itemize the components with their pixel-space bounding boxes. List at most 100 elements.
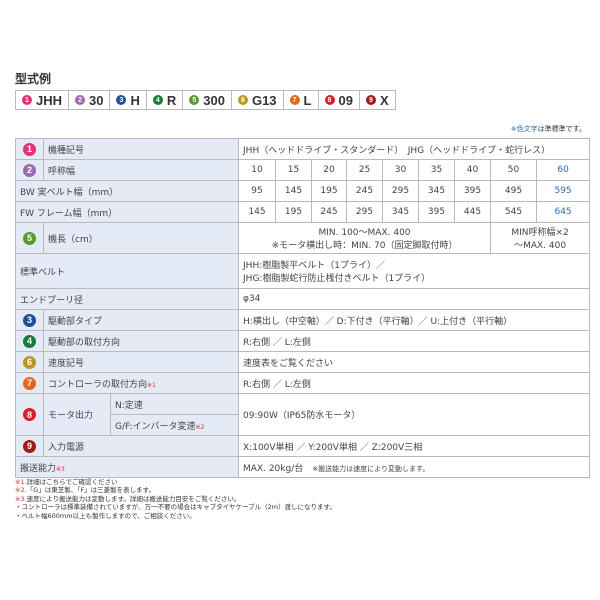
value-cell: 295: [346, 201, 384, 223]
number-7-icon: 7: [289, 95, 300, 105]
value-cell: 35: [418, 159, 456, 181]
model-code: 300: [203, 92, 225, 108]
value-cell: 145: [275, 180, 313, 202]
footnote[interactable]: ※1.詳細はこちらでご確認ください: [15, 478, 118, 486]
value: MIN呼称幅×2 ～MAX. 400: [490, 222, 591, 254]
spec-table: 1 機種記号 JHH（ヘッドドライブ・スタンダード） JHG（ヘッドドライブ・蛇行レ…: [14, 138, 591, 478]
number-6-icon: 6: [23, 355, 36, 369]
value-cell: 395: [418, 201, 456, 223]
number-4-icon: 4: [152, 95, 163, 105]
model-code: X: [379, 92, 389, 108]
row-end-pulley: エンドプーリ径 φ34: [14, 288, 591, 310]
row-power: 9 入力電源 X:100V単相 ／ Y:200V単相 ／ Z:200V三相: [15, 435, 591, 457]
value-cell: 345: [382, 201, 420, 223]
number-1-icon: 1: [22, 95, 32, 105]
label: 呼称幅: [42, 159, 240, 181]
label: モータ出力: [43, 393, 111, 436]
value-cell: 95: [238, 180, 277, 202]
row-capacity: 搬送能力※3 MAX. 20kg/台 ※搬送能力は速度により変動します。: [14, 456, 591, 478]
label: 駆動部タイプ: [42, 309, 240, 331]
value: φ34: [238, 288, 591, 310]
model-code: L: [303, 92, 312, 108]
row-frame-width: FW フレーム幅（mm） 145 195 245 295 345 395 445 545 645: [14, 201, 591, 223]
value-cell: 495: [490, 180, 538, 202]
model-code: R: [166, 92, 177, 108]
model-code: G13: [251, 92, 277, 108]
label: 入力電源: [42, 435, 240, 457]
footnote: ※3.速度により搬送能力は変動します。詳細は搬送能力目安をご覧ください。: [15, 494, 241, 503]
row-controller-direction: 7 コントローラの取付方向※1 R:右側 ／ L:左側: [15, 372, 591, 394]
value-cell: 195: [275, 201, 313, 223]
value-cell: 195: [311, 180, 348, 202]
label: 速度記号: [42, 351, 240, 373]
page-title: 型式例: [15, 72, 52, 86]
value-cell: 245: [346, 180, 384, 202]
value: JHH（ヘッドドライブ・スタンダード） JHG（ヘッドドライブ・蛇行レス）: [238, 138, 591, 160]
value: MAX. 20kg/台 ※搬送能力は速度により変動します。: [238, 456, 591, 478]
row-model-code: 1 機種記号 JHH（ヘッドドライブ・スタンダード） JHG（ヘッドドライブ・蛇行レ…: [15, 138, 591, 160]
model-part: 2 30: [69, 91, 111, 109]
value-cell: 445: [454, 201, 492, 223]
standard-note: ※色文字は準標準です。: [511, 124, 586, 134]
model-example: 1 JHH 2 30 3 H 4 R 5 300 6 G13 7 L 8 09 9 X: [15, 90, 396, 110]
label: BW 実ベルト幅（mm）: [14, 180, 240, 202]
value-cell: 245: [311, 201, 348, 223]
value-cell: 50: [490, 159, 538, 181]
label: 搬送能力※3: [14, 456, 240, 478]
number-8-icon: 8: [324, 95, 335, 105]
row-motor-output: 8 モータ出力 N:定速 09:90W（IP65防水モータ）: [15, 393, 591, 436]
number-2-icon: 2: [75, 95, 86, 105]
row-standard-belt: 標準ベルト JHH:樹脂製平ベルト（1プライ）／ JHG:樹脂製蛇行防止桟付きベルト…: [14, 253, 591, 289]
value-cell: 395: [454, 180, 492, 202]
label: エンドプーリ径: [14, 288, 240, 310]
row-belt-width: BW 実ベルト幅（mm） 95 145 195 245 295 345 395 495 595: [14, 180, 591, 202]
value: MIN. 100～MAX. 400 ※モータ横出し時：MIN. 70（固定脚取付時…: [238, 222, 492, 254]
sub-label: N:定速: [109, 393, 240, 415]
model-part: 1 JHH: [16, 91, 70, 109]
value-cell: 345: [418, 180, 456, 202]
number-4-icon: 4: [23, 334, 36, 348]
value-cell: 295: [382, 180, 420, 202]
value-cell: 60: [536, 159, 591, 181]
row-length: 5 機長（cm） MIN. 100～MAX. 400 ※モータ横出し時：MIN. 70…: [15, 222, 591, 254]
value-cell: 145: [238, 201, 277, 223]
label: コントローラの取付方向※1: [42, 372, 240, 394]
model-code: 09: [338, 92, 353, 108]
value: R:右側 ／ L:左側: [238, 330, 591, 352]
value-cell: 30: [382, 159, 420, 181]
number-6-icon: 6: [237, 95, 248, 105]
model-code: JHH: [36, 92, 63, 108]
value: JHH:樹脂製平ベルト（1プライ）／ JHG:樹脂製蛇行防止桟付きベルト（1プライ…: [238, 253, 591, 289]
number-3-icon: 3: [116, 95, 127, 105]
model-part: 6 G13: [232, 91, 284, 109]
value-cell: 40: [454, 159, 492, 181]
model-code: H: [130, 92, 140, 108]
value: X:100V単相 ／ Y:200V単相 ／ Z:200V三相: [238, 435, 591, 457]
label: 機種記号: [42, 138, 240, 160]
note-colored: ※色文字: [510, 125, 538, 133]
value-cell: 25: [346, 159, 384, 181]
value: 09:90W（IP65防水モータ）: [238, 393, 591, 436]
number-5-icon: 5: [189, 95, 200, 105]
number-3-icon: 3: [23, 313, 36, 327]
note-rest: は準標準です。: [537, 125, 586, 133]
model-code: 30: [89, 92, 104, 108]
number-7-icon: 7: [23, 376, 36, 390]
number-8-icon: 8: [23, 408, 36, 421]
label: FW フレーム幅（mm）: [14, 201, 240, 223]
value-cell: 545: [490, 201, 538, 223]
value-cell: 10: [238, 159, 277, 181]
sub-label: G/F:インバータ変速※2: [109, 414, 240, 436]
value-cell: 15: [275, 159, 313, 181]
label: 標準ベルト: [14, 253, 240, 289]
value-cell: 645: [536, 201, 591, 223]
value: H:横出し（中空軸）／ D:下付き（平行軸）／ U:上付き（平行軸）: [238, 309, 591, 331]
row-drive-direction: 4 駆動部の取付方向 R:右側 ／ L:左側: [15, 330, 591, 352]
number-2-icon: 2: [23, 163, 36, 177]
value: R:右側 ／ L:左側: [238, 372, 591, 394]
value: 速度表をご覧ください: [238, 351, 591, 373]
